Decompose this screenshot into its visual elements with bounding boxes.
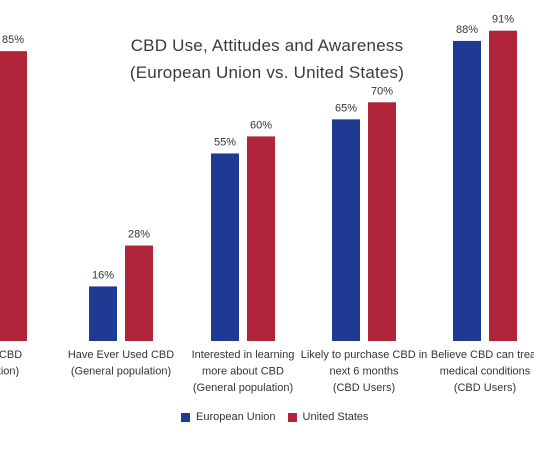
legend-swatch-european-union	[181, 412, 190, 422]
category-label-3-line-1: next 6 months	[329, 366, 399, 378]
category-label-2-line-0: Interested in learning	[192, 349, 295, 361]
bar-united-states-0	[0, 51, 27, 342]
data-label-european-union-3: 65%	[335, 102, 357, 114]
data-label-european-union-1: 16%	[92, 269, 114, 281]
data-label-united-states-2: 60%	[250, 119, 272, 131]
category-label-4-line-1: medical conditions	[440, 366, 531, 378]
bar-european-union-3	[332, 119, 360, 341]
data-label-united-states-3: 70%	[371, 85, 393, 97]
category-label-1-line-0: Have Ever Used CBD	[68, 349, 174, 361]
bar-united-states-4	[489, 30, 517, 341]
legend-label-united-states: United States	[302, 411, 369, 423]
category-label-4-line-0: Believe CBD can treat	[431, 349, 534, 361]
data-label-european-union-4: 88%	[456, 24, 478, 36]
legend-swatch-united-states	[287, 412, 297, 422]
category-label-1-line-1: (General population)	[71, 366, 171, 378]
category-label-0-line-1: opulation)	[0, 366, 19, 378]
legend-item-united-states: United States	[287, 411, 369, 423]
data-label-united-states-0: 85%	[2, 34, 24, 46]
chart-subtitle: (European Union vs. United States)	[129, 63, 405, 82]
legend: European Union United States	[181, 411, 381, 423]
category-label-2-line-1: more about CBD	[202, 366, 284, 378]
category-label-0-line-0: ard of CBD	[0, 349, 22, 361]
bar-united-states-1	[125, 245, 153, 341]
data-label-united-states-1: 28%	[128, 229, 150, 241]
chart-title: CBD Use, Attitudes and Awareness	[130, 36, 404, 55]
bar-european-union-2	[211, 153, 239, 341]
category-label-3-line-2: (CBD Users)	[333, 382, 395, 394]
data-label-united-states-4: 91%	[492, 14, 514, 26]
bar-united-states-2	[247, 136, 275, 341]
bar-european-union-1	[89, 286, 117, 341]
data-label-european-union-2: 55%	[214, 136, 236, 148]
category-label-2-line-2: (General population)	[193, 382, 293, 394]
category-label-4-line-2: (CBD Users)	[454, 382, 516, 394]
legend-item-european-union: European Union	[181, 411, 276, 423]
category-label-3-line-0: Likely to purchase CBD in	[301, 349, 428, 361]
legend-label-european-union: European Union	[196, 411, 276, 423]
bar-european-union-4	[453, 40, 481, 342]
bar-united-states-3	[368, 102, 396, 341]
